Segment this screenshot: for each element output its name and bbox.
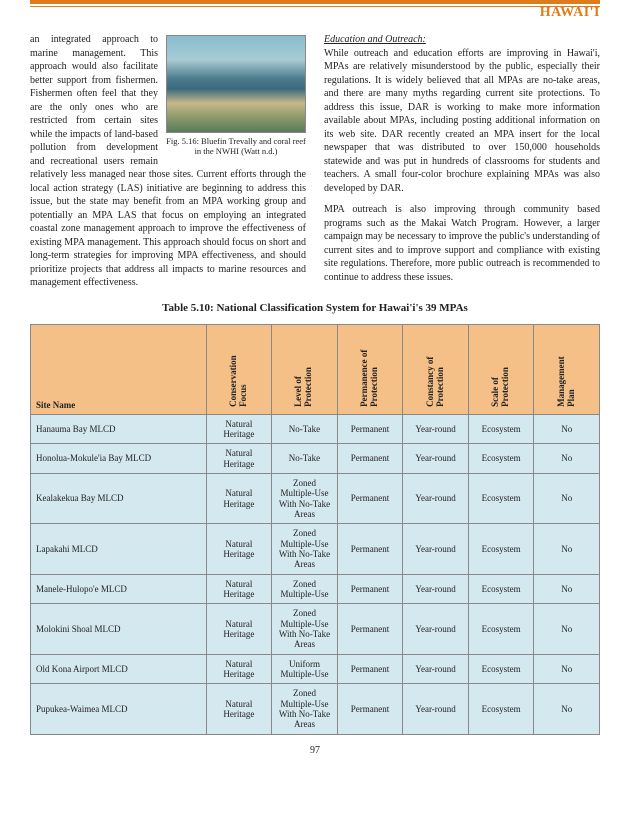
table-cell: Year-round xyxy=(403,604,469,654)
figure-caption: Fig. 5.16: Bluefin Trevally and coral re… xyxy=(166,136,306,156)
table-cell: Permanent xyxy=(337,473,403,523)
table-cell: NaturalHeritage xyxy=(206,414,272,444)
table-cell: Year-round xyxy=(403,684,469,734)
table-cell: Ecosystem xyxy=(468,524,534,574)
page-container: HAWAI'I Fig. 5.16: Bluefin Trevally and … xyxy=(0,0,630,771)
table-cell: Permanent xyxy=(337,684,403,734)
table-cell: Honolua-Mokule'ia Bay MLCD xyxy=(31,444,207,474)
table-cell: Permanent xyxy=(337,604,403,654)
table-row: Kealakekua Bay MLCDNaturalHeritageZonedM… xyxy=(31,473,600,523)
col2-para1: While outreach and education efforts are… xyxy=(324,48,600,194)
table-cell: Manele-Hulopo'e MLCD xyxy=(31,574,207,604)
header-rule-top xyxy=(30,0,600,4)
table-cell: Ecosystem xyxy=(468,604,534,654)
table-cell: Year-round xyxy=(403,444,469,474)
table-cell: Ecosystem xyxy=(468,684,534,734)
table-cell: No xyxy=(534,604,600,654)
table-cell: Ecosystem xyxy=(468,444,534,474)
header-title: HAWAI'I xyxy=(540,5,600,23)
table-row: Old Kona Airport MLCDNaturalHeritageUnif… xyxy=(31,654,600,684)
table-cell: NaturalHeritage xyxy=(206,574,272,604)
table-cell: Pupukea-Waimea MLCD xyxy=(31,684,207,734)
table-cell: No xyxy=(534,444,600,474)
table-cell: NaturalHeritage xyxy=(206,473,272,523)
table-cell: ZonedMultiple-Use xyxy=(272,574,338,604)
table-cell: Year-round xyxy=(403,574,469,604)
table-row: Honolua-Mokule'ia Bay MLCDNaturalHeritag… xyxy=(31,444,600,474)
table-cell: NaturalHeritage xyxy=(206,524,272,574)
table-cell: No xyxy=(534,414,600,444)
table-cell: Lapakahi MLCD xyxy=(31,524,207,574)
table-cell: Permanent xyxy=(337,414,403,444)
table-cell: Year-round xyxy=(403,473,469,523)
table-cell: No xyxy=(534,574,600,604)
table-body: Hanauma Bay MLCDNaturalHeritageNo-TakePe… xyxy=(31,414,600,734)
table-cell: Year-round xyxy=(403,654,469,684)
table-cell: Old Kona Airport MLCD xyxy=(31,654,207,684)
table-cell: Year-round xyxy=(403,524,469,574)
table-cell: Permanent xyxy=(337,444,403,474)
table-row: Hanauma Bay MLCDNaturalHeritageNo-TakePe… xyxy=(31,414,600,444)
th-level: Level ofProtection xyxy=(272,324,338,414)
table-cell: NaturalHeritage xyxy=(206,444,272,474)
table-row: Lapakahi MLCDNaturalHeritageZonedMultipl… xyxy=(31,524,600,574)
table-cell: No-Take xyxy=(272,444,338,474)
table-cell: ZonedMultiple-UseWith No-Take Areas xyxy=(272,524,338,574)
table-cell: ZonedMultiple-UseWith No-Take Areas xyxy=(272,684,338,734)
table-row: Manele-Hulopo'e MLCDNaturalHeritageZoned… xyxy=(31,574,600,604)
table-row: Pupukea-Waimea MLCDNaturalHeritageZonedM… xyxy=(31,684,600,734)
table-cell: Ecosystem xyxy=(468,473,534,523)
body-columns: Fig. 5.16: Bluefin Trevally and coral re… xyxy=(30,33,600,290)
right-column: Education and Outreach: While outreach a… xyxy=(324,33,600,290)
table-cell: No xyxy=(534,684,600,734)
left-column: Fig. 5.16: Bluefin Trevally and coral re… xyxy=(30,33,306,290)
table-cell: NaturalHeritage xyxy=(206,604,272,654)
th-scale: Scale ofProtection xyxy=(468,324,534,414)
table-cell: No-Take xyxy=(272,414,338,444)
page-number: 97 xyxy=(30,745,600,756)
table-cell: ZonedMultiple-UseWith No-Take Areas xyxy=(272,473,338,523)
table-cell: Permanent xyxy=(337,654,403,684)
th-site: Site Name xyxy=(31,324,207,414)
figure: Fig. 5.16: Bluefin Trevally and coral re… xyxy=(166,35,306,156)
classification-table: Site Name ConservationFocus Level ofProt… xyxy=(30,324,600,735)
table-cell: No xyxy=(534,473,600,523)
figure-image xyxy=(166,35,306,133)
table-cell: NaturalHeritage xyxy=(206,654,272,684)
th-plan: ManagementPlan xyxy=(534,324,600,414)
table-header: Site Name ConservationFocus Level ofProt… xyxy=(31,324,600,414)
table-cell: No xyxy=(534,524,600,574)
table-cell: Molokini Shoal MLCD xyxy=(31,604,207,654)
table-row: Molokini Shoal MLCDNaturalHeritageZonedM… xyxy=(31,604,600,654)
section-heading: Education and Outreach: xyxy=(324,34,426,45)
th-constancy: Constancy ofProtection xyxy=(403,324,469,414)
table-cell: Ecosystem xyxy=(468,574,534,604)
th-conservation: ConservationFocus xyxy=(206,324,272,414)
table-cell: Permanent xyxy=(337,574,403,604)
table-cell: No xyxy=(534,654,600,684)
col2-para2: MPA outreach is also improving through c… xyxy=(324,204,600,283)
table-cell: UniformMultiple-Use xyxy=(272,654,338,684)
table-cell: NaturalHeritage xyxy=(206,684,272,734)
table-cell: Kealakekua Bay MLCD xyxy=(31,473,207,523)
table-cell: Permanent xyxy=(337,524,403,574)
table-title: Table 5.10: National Classification Syst… xyxy=(30,302,600,314)
table-cell: Hanauma Bay MLCD xyxy=(31,414,207,444)
table-cell: ZonedMultiple-UseWith No-Take Areas xyxy=(272,604,338,654)
spacer xyxy=(324,195,600,203)
table-cell: Year-round xyxy=(403,414,469,444)
table-cell: Ecosystem xyxy=(468,414,534,444)
th-permanence: Permanence ofProtection xyxy=(337,324,403,414)
table-cell: Ecosystem xyxy=(468,654,534,684)
header-rule-bottom: HAWAI'I xyxy=(30,6,600,23)
